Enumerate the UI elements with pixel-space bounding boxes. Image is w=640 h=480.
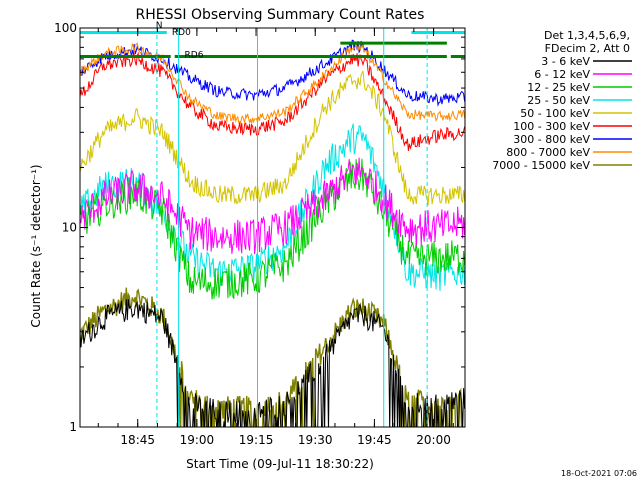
annotation-rd6: RD6 [185,51,204,61]
y-tick-label-100: 100 [54,21,77,35]
legend-label-6: 100 - 300 keV [513,120,590,133]
x-tick-label-1945: 19:45 [357,433,392,447]
legend-header-1: Det 1,3,4,5,6,9, [544,29,630,42]
x-axis-label: Start Time (09-Jul-11 18:30:22) [186,457,374,471]
footer-date: 18-Oct-2021 07:06 [561,469,637,478]
legend-label-9: 7000 - 15000 keV [492,159,590,172]
plot-contents [80,28,465,427]
x-tick-label-1915: 19:15 [239,433,274,447]
y-tick-label-1: 1 [69,420,77,434]
series-line-6 [80,51,465,151]
series-line-8 [80,42,465,125]
series-line-5 [80,70,465,206]
legend: Det 1,3,4,5,6,9,FDecim 2, Att 03 - 6 keV… [492,29,632,172]
legend-label-7: 300 - 800 keV [513,133,590,146]
annotation-n: N [156,21,163,31]
axes: 1 10 100 18:45 19:00 19:15 19:30 19:45 20:00 [54,21,466,447]
annotation-rd0: RD0 [172,28,191,38]
legend-label-5: 50 - 100 keV [520,107,590,120]
legend-label-8: 800 - 7000 keV [506,146,590,159]
x-tick-label-1900: 19:00 [180,433,215,447]
x-tick-label-1845: 18:45 [120,433,155,447]
chart-title: RHESSI Observing Summary Count Rates [136,7,425,23]
legend-header-2: FDecim 2, Att 0 [545,42,630,55]
y-tick-label-10: 10 [62,221,77,235]
x-tick-label-2000: 20:00 [416,433,451,447]
legend-label-3: 12 - 25 keV [527,81,590,94]
legend-label-4: 25 - 50 keV [527,94,590,107]
series-line-2 [80,157,465,255]
plot-area: RD0 RD6 N [80,21,465,427]
y-axis-label: Count Rate (s⁻¹ detector⁻¹) [29,164,43,327]
x-tick-label-1930: 19:30 [298,433,333,447]
legend-label-1: 3 - 6 keV [541,55,590,68]
series-line-1 [80,298,465,427]
legend-label-2: 6 - 12 keV [534,68,590,81]
